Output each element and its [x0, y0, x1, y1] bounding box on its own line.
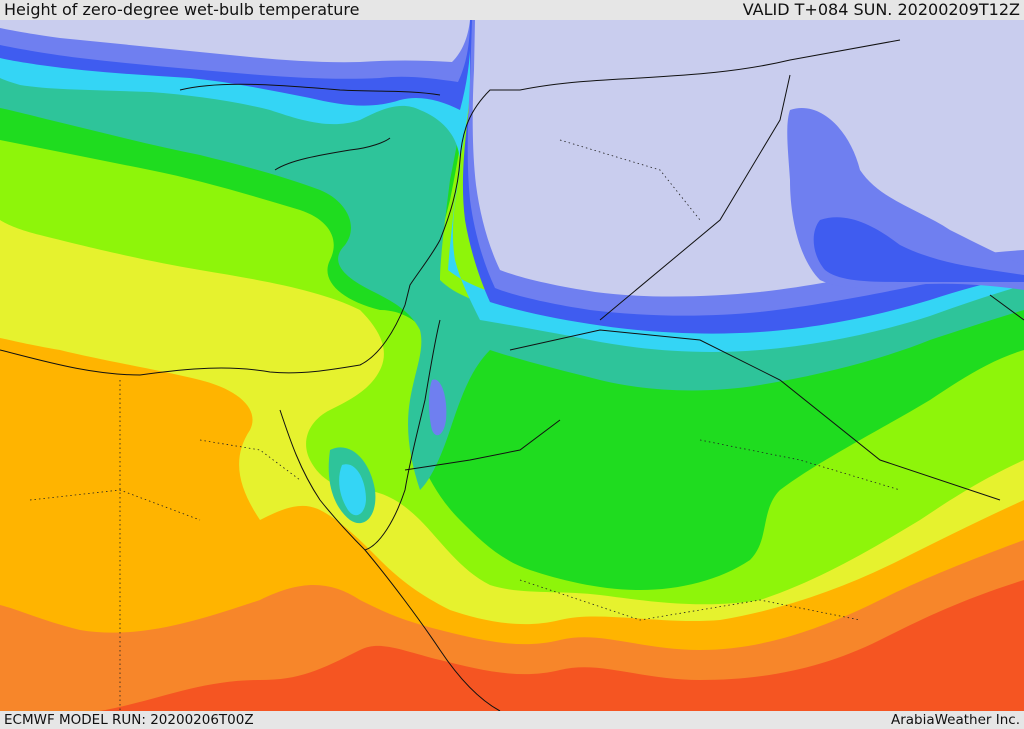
field-sinai-cyan — [339, 464, 366, 516]
field-deep-zagros — [813, 217, 1024, 282]
model-run: ECMWF MODEL RUN: 20200206T00Z — [4, 712, 254, 728]
map-title: Height of zero-degree wet-bulb temperatu… — [4, 0, 360, 19]
field-cyan — [0, 20, 1024, 352]
header-bar: Height of zero-degree wet-bulb temperatu… — [0, 0, 1024, 20]
weather-map[interactable] — [0, 20, 1024, 711]
map-borders — [29, 139, 901, 711]
map-coastlines — [0, 39, 1024, 711]
field-teal — [0, 40, 1024, 490]
field-below-ground — [0, 20, 470, 63]
valid-time: VALID T+084 SUN. 20200209T12Z — [742, 0, 1020, 19]
field-rift-blue — [429, 379, 447, 436]
map-canvas — [0, 20, 1024, 711]
credit: ArabiaWeather Inc. — [890, 712, 1020, 728]
footer-bar: ECMWF MODEL RUN: 20200206T00Z ArabiaWeat… — [0, 711, 1024, 729]
